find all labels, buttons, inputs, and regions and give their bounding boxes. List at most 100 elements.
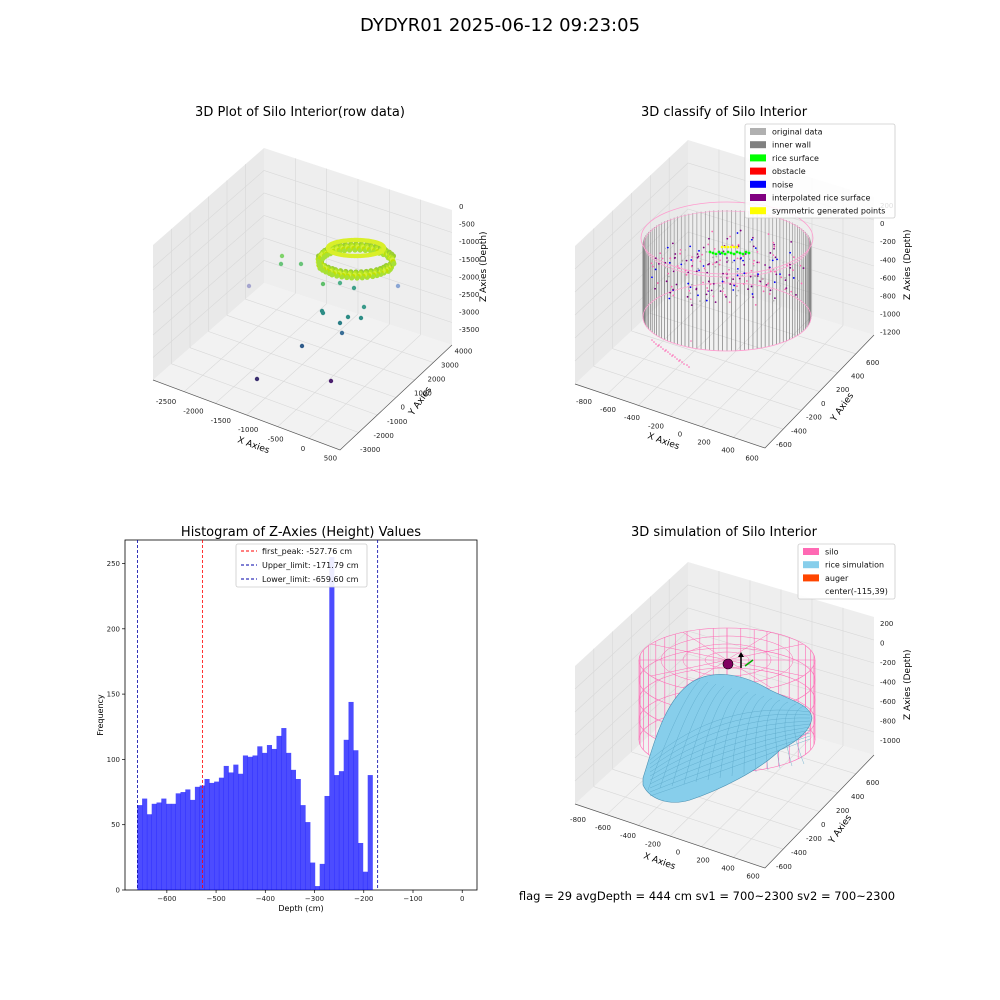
rice-surface-point [744, 250, 748, 254]
y-tick-label: 400 [851, 373, 864, 381]
interior-point [696, 256, 699, 259]
legend-label: symmetric generated points [772, 207, 885, 216]
interior-point [712, 263, 714, 266]
point [337, 320, 343, 326]
panel-classify-legend: original data inner wall rice surface obsta… [744, 123, 896, 219]
rice-surface-point [726, 250, 730, 254]
point [279, 253, 285, 259]
y-tick-label: 100 [107, 756, 120, 764]
y-tick-label: 200 [836, 386, 849, 394]
interior-point [690, 283, 693, 286]
interior-point [736, 270, 739, 273]
interior-point [789, 263, 791, 266]
interior-point [691, 260, 694, 262]
x-tick-label: 0 [460, 895, 464, 903]
x-tick-label: -1000 [238, 426, 258, 434]
interior-point [702, 281, 704, 284]
y-tick-label: 0 [116, 887, 120, 895]
legend-label: silo [825, 548, 839, 557]
interior-point [688, 289, 691, 292]
interior-point [701, 253, 704, 256]
interior-point [708, 262, 711, 265]
interior-point [698, 269, 700, 272]
histogram-ylabel: Frequency [96, 694, 105, 736]
legend-label: rice simulation [825, 561, 884, 570]
x-tick-label: -2000 [183, 407, 203, 415]
histogram-bar [319, 863, 325, 890]
legend-swatch [750, 154, 766, 162]
interior-point [695, 288, 698, 291]
interior-point [736, 267, 739, 270]
x-tick-label: 0 [678, 430, 682, 438]
point [337, 280, 343, 286]
x-tick-label: 500 [324, 454, 337, 462]
interior-point [669, 291, 672, 294]
rice-mesh-line [775, 701, 789, 769]
interior-point [769, 289, 772, 292]
interior-point [722, 287, 725, 290]
noise-point [676, 358, 678, 360]
interior-point [731, 244, 734, 247]
rice-surface-point [720, 251, 724, 255]
rice-surface-point [711, 251, 715, 255]
noise-point [674, 356, 676, 358]
z-tick-label: 0 [880, 640, 884, 648]
interior-point [713, 248, 716, 250]
noise-point [686, 364, 688, 366]
interior-point [750, 285, 753, 288]
panel-simulation-legend: silo rice simulation auger center(-115,39) [797, 543, 896, 600]
interior-point [726, 257, 728, 259]
histogram-bar [247, 756, 253, 890]
interior-point [722, 280, 725, 283]
rice-mesh-line [649, 720, 811, 773]
interior-point [703, 267, 706, 270]
rice-mesh-line [743, 695, 765, 775]
interior-point [773, 243, 776, 246]
interior-point [741, 274, 744, 277]
interior-point [725, 272, 728, 275]
interior-point [729, 283, 732, 286]
rice-surface-point [729, 251, 733, 255]
x-tick-label: −200 [354, 895, 373, 903]
rice-surface-point [717, 250, 721, 254]
y-tick-label: 0 [401, 404, 405, 412]
rice-mesh-line [649, 729, 811, 785]
rice-surface-point [723, 252, 727, 256]
legend-label: auger [825, 574, 849, 583]
point [328, 378, 334, 384]
histogram-bar [228, 772, 234, 890]
silo-bottom-ring [642, 282, 812, 352]
histogram-bar [310, 862, 316, 890]
z-tick-label: 0 [459, 203, 463, 211]
interior-point [689, 292, 692, 295]
z-tick-label: -3500 [459, 326, 479, 334]
legend-swatch [750, 128, 766, 135]
interior-point [690, 259, 693, 261]
rice-surface-point [732, 252, 736, 256]
x-tick-label: 200 [697, 439, 710, 447]
interior-point [782, 261, 785, 264]
x-tick-label: -1500 [211, 417, 231, 425]
rice-mesh-line [671, 683, 717, 787]
rice-mesh-line [793, 705, 805, 765]
z-tick-label: -2000 [459, 273, 479, 281]
interior-point [651, 265, 654, 268]
histogram-bar [146, 814, 153, 890]
interior-point [681, 259, 684, 262]
y-tick-label: 400 [851, 793, 864, 801]
interior-point [754, 247, 757, 250]
interior-point [702, 246, 705, 249]
interior-point [772, 254, 775, 257]
interior-point [727, 259, 730, 262]
interior-point [796, 279, 799, 282]
histogram-bar [295, 778, 301, 890]
histogram-bar [214, 781, 220, 890]
panel-simulation-silo [638, 627, 816, 803]
noise-point [664, 350, 666, 352]
interior-point [748, 258, 751, 261]
interior-point [725, 295, 727, 298]
interior-point [767, 282, 770, 285]
histogram-bar [238, 773, 244, 890]
rice-mesh-line [784, 703, 797, 767]
